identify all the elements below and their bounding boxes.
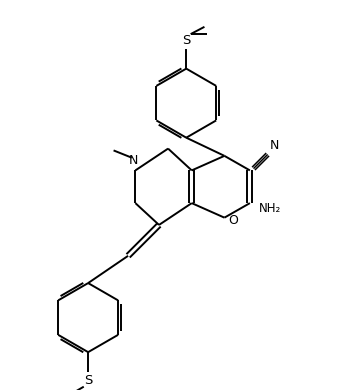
Text: NH₂: NH₂ <box>259 202 281 215</box>
Text: S: S <box>84 374 92 387</box>
Text: O: O <box>228 214 238 227</box>
Text: N: N <box>129 154 138 167</box>
Text: N: N <box>270 139 280 152</box>
Text: S: S <box>182 34 190 47</box>
